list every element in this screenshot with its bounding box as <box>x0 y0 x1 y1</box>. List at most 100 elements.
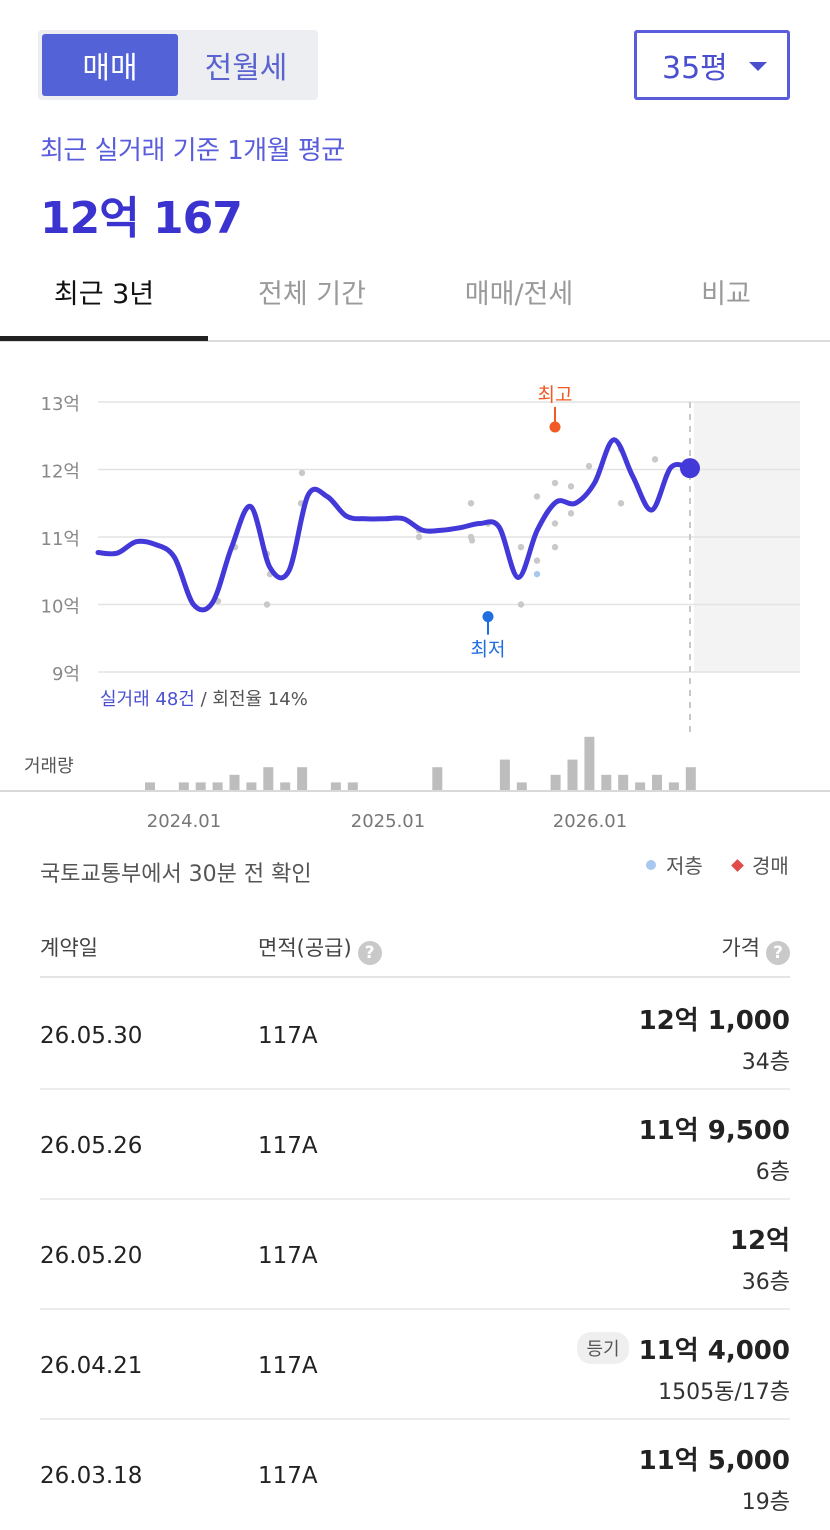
transaction-point <box>533 570 541 578</box>
row-area: 117A <box>258 1463 318 1489</box>
row-floor: 19층 <box>741 1490 790 1515</box>
y-tick-label: 12억 <box>41 462 80 483</box>
transaction-point <box>533 557 541 564</box>
deal-count: 실거래 48건 <box>100 689 195 710</box>
row-area: 117A <box>258 1243 318 1269</box>
row-floor: 34층 <box>741 1050 790 1075</box>
volume-bar <box>145 782 155 790</box>
table-row[interactable]: 26.05.30 117A 12억 1,000 34층 <box>40 980 790 1090</box>
table-row[interactable]: 26.03.18 117A 11억 5,000 19층 <box>40 1420 790 1530</box>
y-tick-label: 13억 <box>41 394 80 415</box>
row-date: 26.05.20 <box>40 1243 143 1269</box>
volume-bar <box>635 782 646 790</box>
row-date: 26.04.21 <box>40 1353 143 1379</box>
current-value-marker <box>680 458 700 479</box>
transaction-point <box>298 469 306 477</box>
transaction-point <box>651 456 659 463</box>
transaction-point <box>467 500 475 507</box>
transaction-point <box>567 483 575 490</box>
volume-bar <box>668 782 679 790</box>
low-point <box>482 611 494 623</box>
chevron-down-icon <box>749 62 767 71</box>
low-label: 최저 <box>471 639 506 661</box>
help-icon[interactable]: ? <box>357 941 382 965</box>
header-date: 계약일 <box>40 936 98 960</box>
volume-bar <box>432 767 443 790</box>
volume-bar <box>499 759 510 790</box>
transactions-table-header: 계약일 면적(공급)? 가격? <box>40 920 790 978</box>
transaction-point <box>517 543 525 551</box>
row-price: 11억 9,500 <box>638 1116 790 1146</box>
volume-bar <box>178 782 189 790</box>
volume-bar <box>263 767 274 790</box>
low-floor-dot-icon <box>646 860 656 870</box>
row-price: 12억 <box>729 1226 790 1256</box>
volume-bar <box>330 782 341 790</box>
legend-auction: 경매 <box>731 850 789 879</box>
row-date: 26.05.26 <box>40 1133 143 1159</box>
active-tab-indicator <box>0 336 208 341</box>
header-price: 가격? <box>721 932 790 965</box>
row-price: 11억 5,000 <box>638 1446 790 1476</box>
transaction-point <box>567 510 575 517</box>
y-tick-label: 10억 <box>41 597 80 618</box>
period-tabs: 최근 3년 전체 기간 매매/전세 비교 <box>0 256 830 342</box>
transaction-point <box>263 601 271 608</box>
row-area: 117A <box>258 1353 318 1379</box>
table-row[interactable]: 26.05.26 117A 11억 9,500 6층 <box>40 1090 790 1200</box>
volume-bar <box>618 774 629 790</box>
size-dropdown-value: 35평 <box>662 51 728 86</box>
auction-diamond-icon <box>731 859 744 872</box>
row-price: 12억 1,000 <box>638 1006 790 1036</box>
transaction-point <box>617 500 625 507</box>
volume-bar <box>229 774 240 790</box>
volume-bar <box>652 774 662 790</box>
tab-compare[interactable]: 비교 <box>701 278 751 310</box>
volume-bar <box>584 736 595 790</box>
registered-badge: 등기 <box>577 1332 629 1364</box>
volume-bar <box>567 759 578 790</box>
size-dropdown[interactable]: 35평 <box>634 30 790 100</box>
help-icon[interactable]: ? <box>766 941 790 965</box>
tab-all-period[interactable]: 전체 기간 <box>258 278 366 310</box>
tab-sale-jeonse[interactable]: 매매/전세 <box>464 278 574 310</box>
volume-bar <box>601 774 612 790</box>
row-floor: 6층 <box>755 1160 790 1185</box>
turnover-rate: / 회전율 14% <box>195 689 308 710</box>
transaction-point <box>533 493 541 500</box>
data-source-note: 국토교통부에서 30분 전 확인 <box>40 862 312 887</box>
row-floor: 36층 <box>741 1270 790 1295</box>
y-tick-label: 11억 <box>41 529 80 550</box>
transaction-point <box>551 543 559 551</box>
average-price: 12억 167 <box>40 193 243 244</box>
transaction-point <box>551 520 559 527</box>
volume-bar <box>550 774 561 790</box>
volume-bar <box>297 767 308 790</box>
legend-low-floor: 저층 <box>646 850 703 879</box>
trend-line <box>95 437 693 613</box>
volume-label: 거래량 <box>24 756 74 777</box>
row-area: 117A <box>258 1023 318 1049</box>
table-row[interactable]: 26.04.21 117A 등기 11억 4,000 1505동/17층 <box>40 1310 790 1420</box>
row-floor: 1505동/17층 <box>658 1380 790 1405</box>
tab-recent-3y[interactable]: 최근 3년 <box>53 278 155 310</box>
transaction-point <box>468 537 476 544</box>
sale-toggle-button[interactable]: 매매 <box>42 34 178 96</box>
x-tick-label: 2026.01 <box>553 811 627 832</box>
transaction-point <box>551 479 559 487</box>
volume-bar <box>195 782 206 790</box>
header-area: 면적(공급)? <box>258 932 382 965</box>
high-point <box>549 421 561 433</box>
rent-toggle-button[interactable]: 전월세 <box>204 51 288 86</box>
volume-bar <box>280 782 291 790</box>
average-label: 최근 실거래 기준 1개월 평균 <box>40 136 345 166</box>
row-price: 등기 11억 4,000 <box>577 1330 790 1367</box>
transaction-point <box>585 462 593 470</box>
volume-bar <box>347 782 358 790</box>
x-tick-label: 2025.01 <box>351 811 425 832</box>
transaction-point <box>415 533 423 541</box>
x-tick-label: 2024.01 <box>147 811 221 832</box>
table-row[interactable]: 26.05.20 117A 12억 36층 <box>40 1200 790 1310</box>
deal-type-toggle: 매매 전월세 <box>38 30 318 100</box>
